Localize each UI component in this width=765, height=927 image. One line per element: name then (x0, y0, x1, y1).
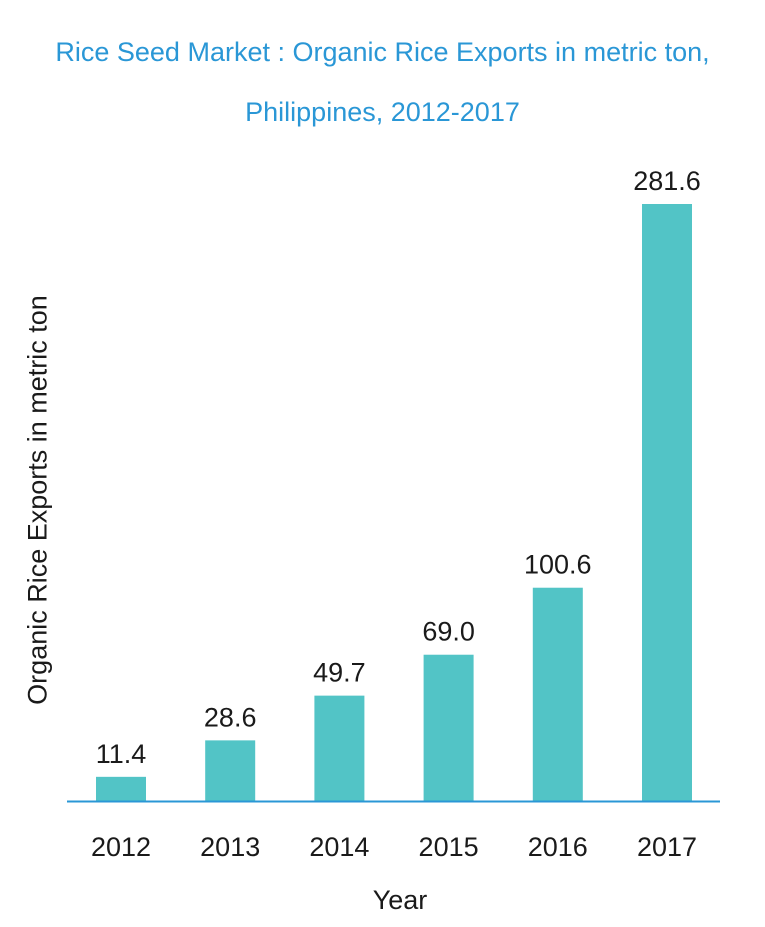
bar-2016 (532, 587, 583, 801)
x-tick-label-2013: 2013 (200, 832, 260, 862)
x-tick-label-2016: 2016 (528, 832, 588, 862)
bar-2014 (314, 695, 365, 801)
data-label-2013: 28.6 (204, 702, 257, 732)
bar-2015 (423, 654, 474, 801)
x-tick-label-2015: 2015 (419, 832, 479, 862)
y-axis-label: Organic Rice Exports in metric ton (22, 295, 53, 705)
data-label-2017: 281.6 (633, 166, 701, 196)
x-axis-label: Year (372, 885, 428, 915)
data-label-2014: 49.7 (313, 658, 366, 688)
x-tick-label-2017: 2017 (637, 832, 697, 862)
bar-2012 (96, 776, 146, 801)
data-label-2016: 100.6 (524, 550, 592, 580)
x-tick-label-2014: 2014 (309, 832, 369, 862)
chart-title: Rice Seed Market : Organic Rice Exports … (55, 37, 710, 127)
bar-2017 (642, 204, 692, 801)
x-tick-label-2012: 2012 (91, 832, 151, 862)
data-label-2012: 11.4 (96, 739, 147, 769)
bar-2013 (205, 740, 256, 801)
data-label-2015: 69.0 (422, 617, 475, 647)
